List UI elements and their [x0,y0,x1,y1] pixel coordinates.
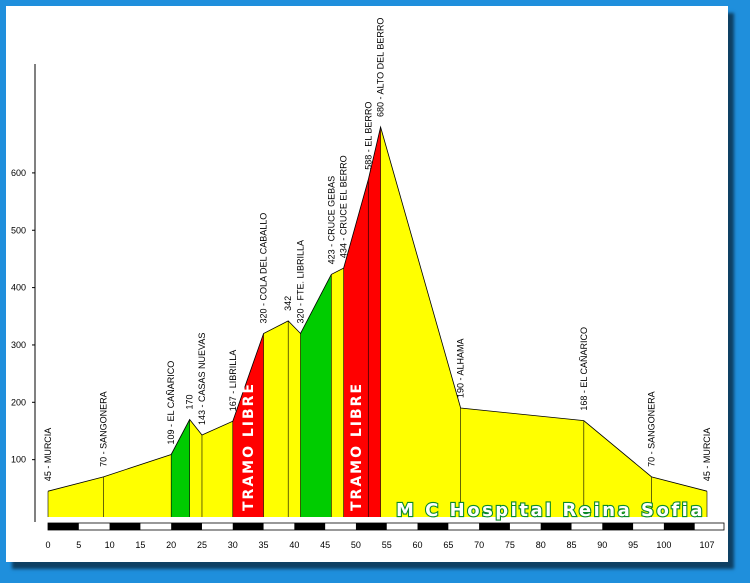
profile-segment-1 [103,454,172,517]
stop-label-2: 109 - EL CAÑARICO [166,361,176,445]
profile-segment-12 [380,127,461,518]
km-bar-block-10 [109,523,141,530]
y-tick-label-500: 500 [11,225,26,235]
x-tick-label-0: 0 [45,540,50,550]
tramo-libre-label-1: TRAMO LIBRE [349,382,365,511]
profile-segment-0 [48,476,104,517]
y-tick-label-400: 400 [11,283,26,293]
x-tick-label-85: 85 [566,540,576,550]
profile-segment-9 [331,268,344,517]
x-tick-label-25: 25 [197,540,207,550]
stop-label-4: 143 - CASAS NUEVAS [197,333,207,425]
x-tick-label-20: 20 [166,540,176,550]
y-tick-label-300: 300 [11,340,26,350]
stop-label-3: 170 [185,394,195,409]
watermark-text: M C Hospital Reina Sofia [396,500,705,521]
stop-label-5: 167 - LIBRILLA [228,350,238,412]
stop-label-7: 342 [283,296,293,311]
stop-label-8: 320 - FTE. LIBRILLA [296,240,306,324]
km-bar-block-70 [479,523,510,530]
km-bar-block-30 [232,523,264,530]
x-tick-label-65: 65 [443,540,453,550]
profile-segment-3 [189,419,202,517]
stop-label-13: 190 - ALHAMA [456,339,466,399]
stop-label-10: 434 - CRUCE EL BERRO [339,155,349,258]
stop-label-15: 70 - SANGONERA [647,391,657,467]
y-tick-label-100: 100 [11,455,26,465]
y-tick-label-600: 600 [11,168,26,178]
profile-segment-2 [171,419,190,517]
x-tick-label-107: 107 [699,540,714,550]
km-bar-block-20 [171,523,202,530]
stop-label-1: 70 - SANGONERA [98,391,108,467]
profile-segment-11 [368,127,381,518]
profile-segment-8 [300,274,332,517]
stop-label-12: 680 - ALTO DEL BERRO [376,18,386,117]
x-tick-label-35: 35 [259,540,269,550]
profile-segment-14 [583,420,652,517]
x-tick-label-95: 95 [628,540,638,550]
profile-segment-6 [263,320,289,517]
x-tick-label-75: 75 [505,540,515,550]
tramo-libre-label-0: TRAMO LIBRE [241,382,257,511]
x-tick-label-55: 55 [382,540,392,550]
x-tick-label-15: 15 [135,540,145,550]
y-axis-ticks: 100 200 300 400 500 600 [11,168,35,465]
stop-label-0: 45 - MURCIA [43,428,53,482]
x-tick-label-60: 60 [413,540,423,550]
x-tick-label-40: 40 [289,540,299,550]
x-tick-label-10: 10 [105,540,115,550]
stop-label-11: 588 - EL BERRO [363,102,373,170]
profile-fills [48,127,707,518]
stop-label-6: 320 - COLA DEL CABALLO [259,213,269,324]
profile-segment-10 [343,179,369,518]
x-tick-label-50: 50 [351,540,361,550]
y-tick-label-200: 200 [11,397,26,407]
segment-dividers [47,127,708,517]
km-bar-block-50 [355,523,387,530]
stop-label-14: 168 - EL CAÑARICO [579,327,589,411]
profile-segment-5 [232,333,264,517]
km-scale-bar [47,522,725,531]
x-axis-ticks: 0 5 10 15 20 25 30 35 40 45 50 55 60 65 70 75 80 85 90 95 10… [45,540,714,550]
km-bar-block-90 [602,523,634,530]
x-tick-label-80: 80 [536,540,546,550]
km-bar-block-0 [48,523,79,530]
km-bar-block-60 [417,523,449,530]
profile-outline [47,125,708,492]
stop-labels: 45 - MURCIA 70 - SANGONERA 109 - EL CAÑARI… [43,18,712,482]
profile-segment-4 [201,421,233,517]
km-bar-block-40 [294,523,326,530]
x-tick-label-5: 5 [76,540,81,550]
x-tick-label-45: 45 [320,540,330,550]
x-tick-label-70: 70 [474,540,484,550]
chart-frame: 100 200 300 400 500 600 0 5 10 15 20 25 30 35 40 45 50 5… [6,6,728,562]
profile-segment-13 [460,408,584,517]
stop-label-16: 45 - MURCIA [702,428,712,482]
profile-segment-15 [651,476,707,517]
km-bar-block-100 [663,523,695,530]
stop-label-9: 423 - CRUCE GEBAS [326,176,336,265]
x-tick-label-30: 30 [228,540,238,550]
x-tick-label-90: 90 [597,540,607,550]
km-bar-block-80 [540,523,572,530]
x-tick-label-100: 100 [656,540,671,550]
elevation-profile-chart: 100 200 300 400 500 600 0 5 10 15 20 25 30 35 40 45 50 5… [11,18,725,550]
profile-segment-7 [288,320,301,517]
tramo-libre-labels: TRAMO LIBRE TRAMO LIBRE [241,382,365,511]
